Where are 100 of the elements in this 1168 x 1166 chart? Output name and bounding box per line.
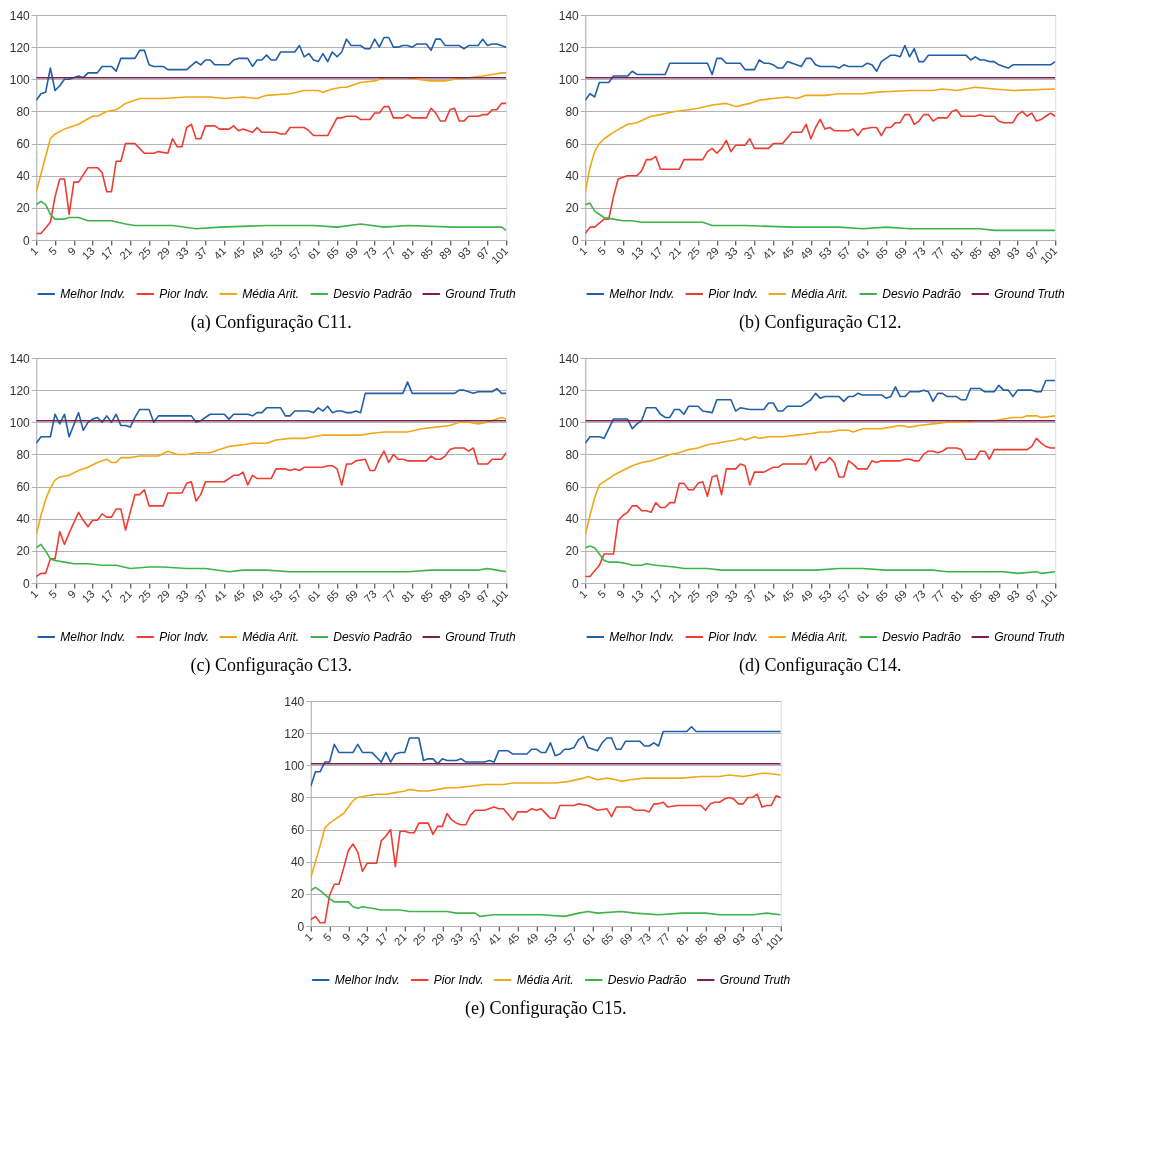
x-tick-label: 25 <box>410 930 428 948</box>
x-tick-label: 61 <box>579 930 597 948</box>
text: (c) Configuração C13. <box>190 655 352 676</box>
x-tick-label: 57 <box>286 244 304 262</box>
x-tick-label: 65 <box>323 244 342 262</box>
x-tick-label: 25 <box>135 244 154 262</box>
x-tick-label: 97 <box>748 930 766 948</box>
x-tick-label: 37 <box>192 587 210 605</box>
y-tick-label: 120 <box>558 383 580 398</box>
x-tick-label: 93 <box>730 930 748 948</box>
x-tick-label: 9 <box>614 244 627 258</box>
x-tick-label: 29 <box>154 587 172 605</box>
x-tick-label: 69 <box>617 930 635 948</box>
x-tick-label: 29 <box>154 244 172 262</box>
y-tick-label: 140 <box>558 351 580 366</box>
y-tick-label: 100 <box>9 72 31 87</box>
y-tick-label: 60 <box>16 480 31 495</box>
x-tick-label: 41 <box>760 587 778 605</box>
x-tick-label: 49 <box>248 587 266 605</box>
legend-label: Pior Indv. <box>433 973 484 987</box>
x-tick-label: 89 <box>711 930 729 948</box>
x-tick-label: 53 <box>816 244 834 262</box>
x-tick-label: 61 <box>305 587 323 605</box>
x-tick-label: 5 <box>46 244 60 258</box>
x-tick-label: 65 <box>598 930 616 948</box>
legend-label: Média Arit. <box>242 287 300 301</box>
x-tick-label: 65 <box>872 244 891 262</box>
x-tick-label: 61 <box>854 244 872 262</box>
x-tick-label: 81 <box>673 930 691 948</box>
x-tick-label: 73 <box>361 587 379 605</box>
x-tick-label: 53 <box>267 587 285 605</box>
x-tick-label: 33 <box>722 587 740 605</box>
x-tick-label: 5 <box>595 244 609 258</box>
y-tick-label: 80 <box>16 104 31 119</box>
x-tick-label: 33 <box>173 587 191 605</box>
legend-label: Ground Truth <box>445 287 517 301</box>
legend-label: Melhor Indv. <box>609 287 675 301</box>
x-tick-label: 81 <box>948 244 966 262</box>
x-tick-label: 69 <box>891 244 909 262</box>
x-tick-label: 53 <box>816 587 834 605</box>
y-tick-label: 100 <box>558 415 580 430</box>
x-tick-label: 33 <box>722 244 740 262</box>
legend-label: Ground Truth <box>719 973 791 987</box>
x-tick-label: 101 <box>763 930 785 953</box>
legend-label: Média Arit. <box>791 287 849 301</box>
y-tick-label: 140 <box>284 694 305 709</box>
x-tick-label: 57 <box>835 244 853 262</box>
x-tick-label: 69 <box>342 244 360 262</box>
y-tick-label: 20 <box>290 887 305 902</box>
y-tick-label: 20 <box>16 544 31 559</box>
legend-label: Melhor Indv. <box>60 287 126 301</box>
x-tick-label: 41 <box>485 930 503 948</box>
y-tick-label: 80 <box>565 447 580 462</box>
legend-label: Média Arit. <box>242 630 300 644</box>
legend-label: Melhor Indv. <box>60 630 126 644</box>
y-tick-label: 100 <box>9 415 31 430</box>
x-tick-label: 29 <box>703 244 721 262</box>
x-tick-label: 37 <box>741 587 759 605</box>
x-tick-label: 41 <box>211 244 229 262</box>
legend-label: Desvio Padrão <box>333 287 413 301</box>
legend-label: Pior Indv. <box>159 630 210 644</box>
x-tick-label: 73 <box>910 244 928 262</box>
x-tick-label: 81 <box>399 587 417 605</box>
y-tick-label: 20 <box>565 544 580 559</box>
x-tick-label: 21 <box>117 587 135 605</box>
y-tick-label: 40 <box>565 512 580 527</box>
x-tick-label: 37 <box>741 244 759 262</box>
legend-label: Pior Indv. <box>708 630 759 644</box>
x-tick-label: 5 <box>46 587 60 601</box>
x-tick-label: 85 <box>966 244 985 262</box>
legend-label: Média Arit. <box>516 973 574 987</box>
x-tick-label: 93 <box>455 244 473 262</box>
x-tick-label: 41 <box>211 587 229 605</box>
y-tick-label: 120 <box>558 40 580 55</box>
text: (d) Configuração C14. <box>739 655 902 676</box>
x-tick-label: 57 <box>286 587 304 605</box>
legend-label: Desvio Padrão <box>607 973 687 987</box>
x-tick-label: 45 <box>778 244 797 262</box>
y-tick-label: 140 <box>9 8 31 23</box>
x-tick-label: 21 <box>666 244 684 262</box>
y-tick-label: 140 <box>9 351 31 366</box>
x-tick-label: 45 <box>229 587 248 605</box>
x-tick-label: 37 <box>192 244 210 262</box>
x-tick-label: 25 <box>684 587 703 605</box>
x-tick-label: 61 <box>305 244 323 262</box>
x-tick-label: 13 <box>79 244 97 262</box>
x-tick-label: 65 <box>323 587 342 605</box>
x-tick-label: 9 <box>339 930 353 944</box>
x-tick-label: 17 <box>98 244 116 262</box>
y-tick-label: 80 <box>16 447 31 462</box>
x-tick-label: 93 <box>1004 244 1022 262</box>
x-tick-label: 25 <box>684 244 703 262</box>
x-tick-label: 89 <box>985 587 1003 605</box>
x-tick-label: 5 <box>320 930 334 944</box>
y-tick-label: 100 <box>558 72 580 87</box>
x-tick-label: 9 <box>65 587 78 601</box>
legend-label: Desvio Padrão <box>882 287 962 301</box>
x-tick-label: 77 <box>380 244 398 262</box>
x-tick-label: 57 <box>560 930 578 948</box>
y-tick-label: 20 <box>565 201 580 216</box>
